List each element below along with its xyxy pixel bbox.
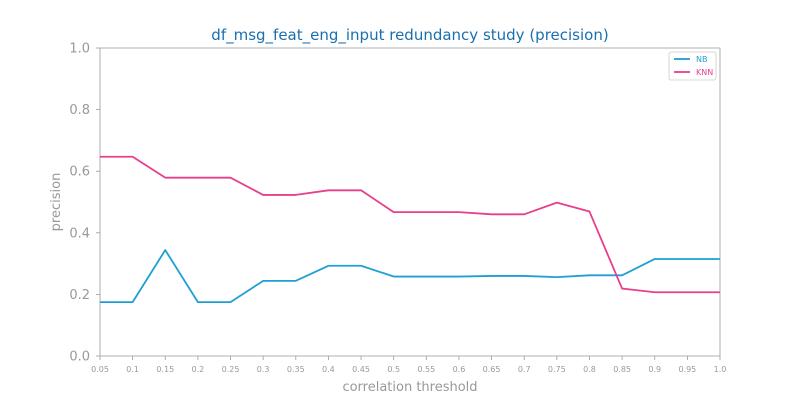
- y-ticks: 0.0 0.2 0.4 0.6 0.8 1.0: [69, 42, 100, 365]
- x-tick-label: 0.1: [126, 365, 139, 374]
- x-tick-label: 0.05: [91, 365, 109, 374]
- legend: NB KNN: [668, 51, 717, 81]
- y-axis-label: precision: [49, 173, 64, 232]
- y-tick-label: 0.0: [69, 350, 90, 365]
- legend-label-nb: NB: [696, 55, 707, 64]
- chart-title: df_msg_feat_eng_input redundancy study (…: [211, 26, 608, 45]
- x-tick-label: 0.2: [192, 365, 205, 374]
- x-ticks: 0.05 0.1 0.15 0.2 0.25 0.3 0.35 0.4 0.45 0.5 0.55 0…: [91, 356, 726, 374]
- x-tick-label: 0.7: [518, 365, 531, 374]
- legend-items: NB KNN: [674, 55, 713, 77]
- x-tick-label: 0.65: [483, 365, 501, 374]
- x-tick-label: 0.4: [322, 365, 335, 374]
- x-tick-label: 0.45: [352, 365, 370, 374]
- series-layer: [100, 155, 720, 304]
- x-axis-label: correlation threshold: [342, 380, 477, 395]
- x-tick-label: 0.85: [613, 365, 631, 374]
- x-tick-label: 0.55: [417, 365, 435, 374]
- series-line-nb: [100, 249, 720, 304]
- series-line-knn: [100, 155, 720, 294]
- x-tick-label: 0.8: [583, 365, 596, 374]
- y-tick-label: 0.4: [69, 226, 90, 241]
- x-tick-label: 0.15: [156, 365, 174, 374]
- x-tick-label: 0.3: [257, 365, 270, 374]
- x-tick-label: 0.6: [453, 365, 466, 374]
- x-tick-label: 0.25: [222, 365, 240, 374]
- y-tick-label: 0.8: [69, 103, 90, 118]
- y-tick-label: 0.2: [69, 288, 90, 303]
- y-tick-label: 1.0: [69, 42, 90, 57]
- x-tick-label: 0.35: [287, 365, 305, 374]
- x-tick-label: 0.75: [548, 365, 566, 374]
- plot-axes: [99, 47, 721, 357]
- y-tick-label: 0.6: [69, 165, 90, 180]
- x-tick-label: 0.9: [648, 365, 661, 374]
- x-tick-label: 0.95: [678, 365, 696, 374]
- x-tick-label: 1.0: [714, 365, 727, 374]
- legend-label-knn: KNN: [696, 68, 713, 77]
- x-tick-label: 0.5: [387, 365, 400, 374]
